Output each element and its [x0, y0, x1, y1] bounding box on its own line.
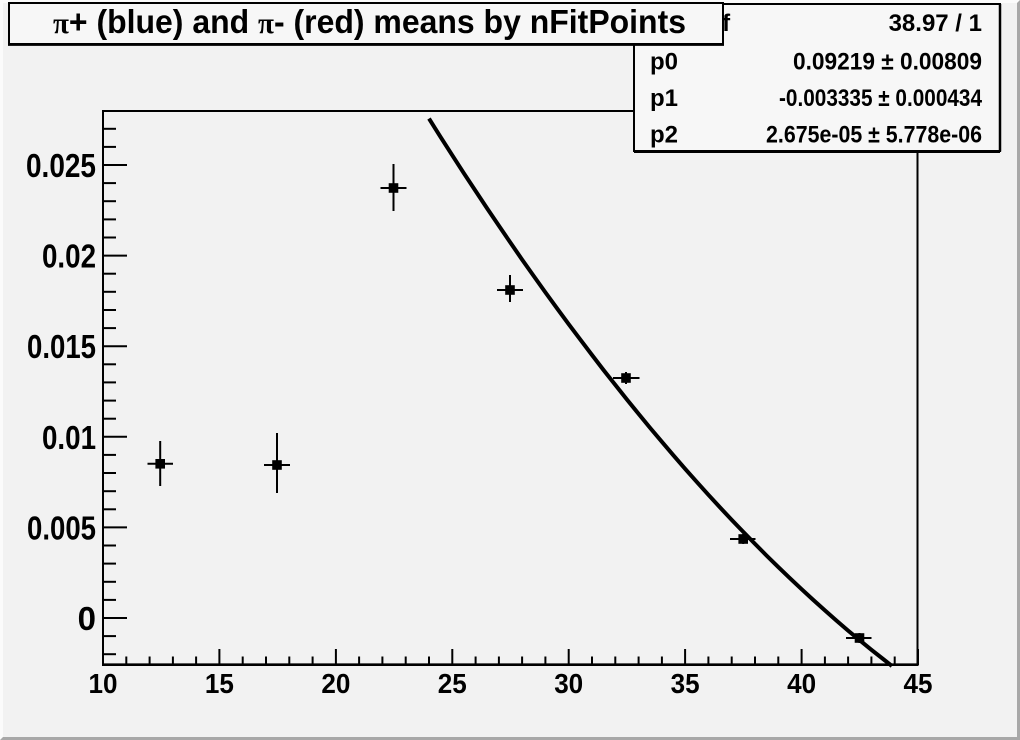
svg-text:38.97 / 1: 38.97 / 1: [889, 10, 982, 37]
svg-text:0.02: 0.02: [42, 238, 96, 275]
svg-text:0: 0: [78, 600, 96, 637]
svg-text:p2: p2: [650, 122, 678, 149]
svg-text:2.675e-05 ± 5.778e-06: 2.675e-05 ± 5.778e-06: [766, 122, 982, 149]
svg-text:40: 40: [787, 668, 816, 699]
svg-text:25: 25: [438, 668, 467, 699]
svg-text:p1: p1: [650, 85, 678, 112]
svg-text:20: 20: [321, 668, 350, 699]
svg-text:p0: p0: [650, 49, 678, 76]
svg-text:10: 10: [89, 668, 118, 699]
svg-text:15: 15: [205, 668, 234, 699]
svg-text:30: 30: [554, 668, 583, 699]
svg-text:35: 35: [671, 668, 700, 699]
svg-text:0.09219 ± 0.00809: 0.09219 ± 0.00809: [793, 49, 982, 76]
svg-text:45: 45: [904, 668, 933, 699]
svg-text:π+ (blue) and π- (red) means b: π+ (blue) and π- (red) means by nFitPoin…: [53, 3, 686, 40]
svg-text:0.005: 0.005: [27, 509, 96, 546]
svg-text:0.015: 0.015: [27, 328, 96, 365]
svg-text:0.01: 0.01: [42, 419, 96, 456]
svg-text:-0.003335 ± 0.000434: -0.003335 ± 0.000434: [779, 85, 983, 112]
svg-text:0.025: 0.025: [26, 147, 96, 184]
